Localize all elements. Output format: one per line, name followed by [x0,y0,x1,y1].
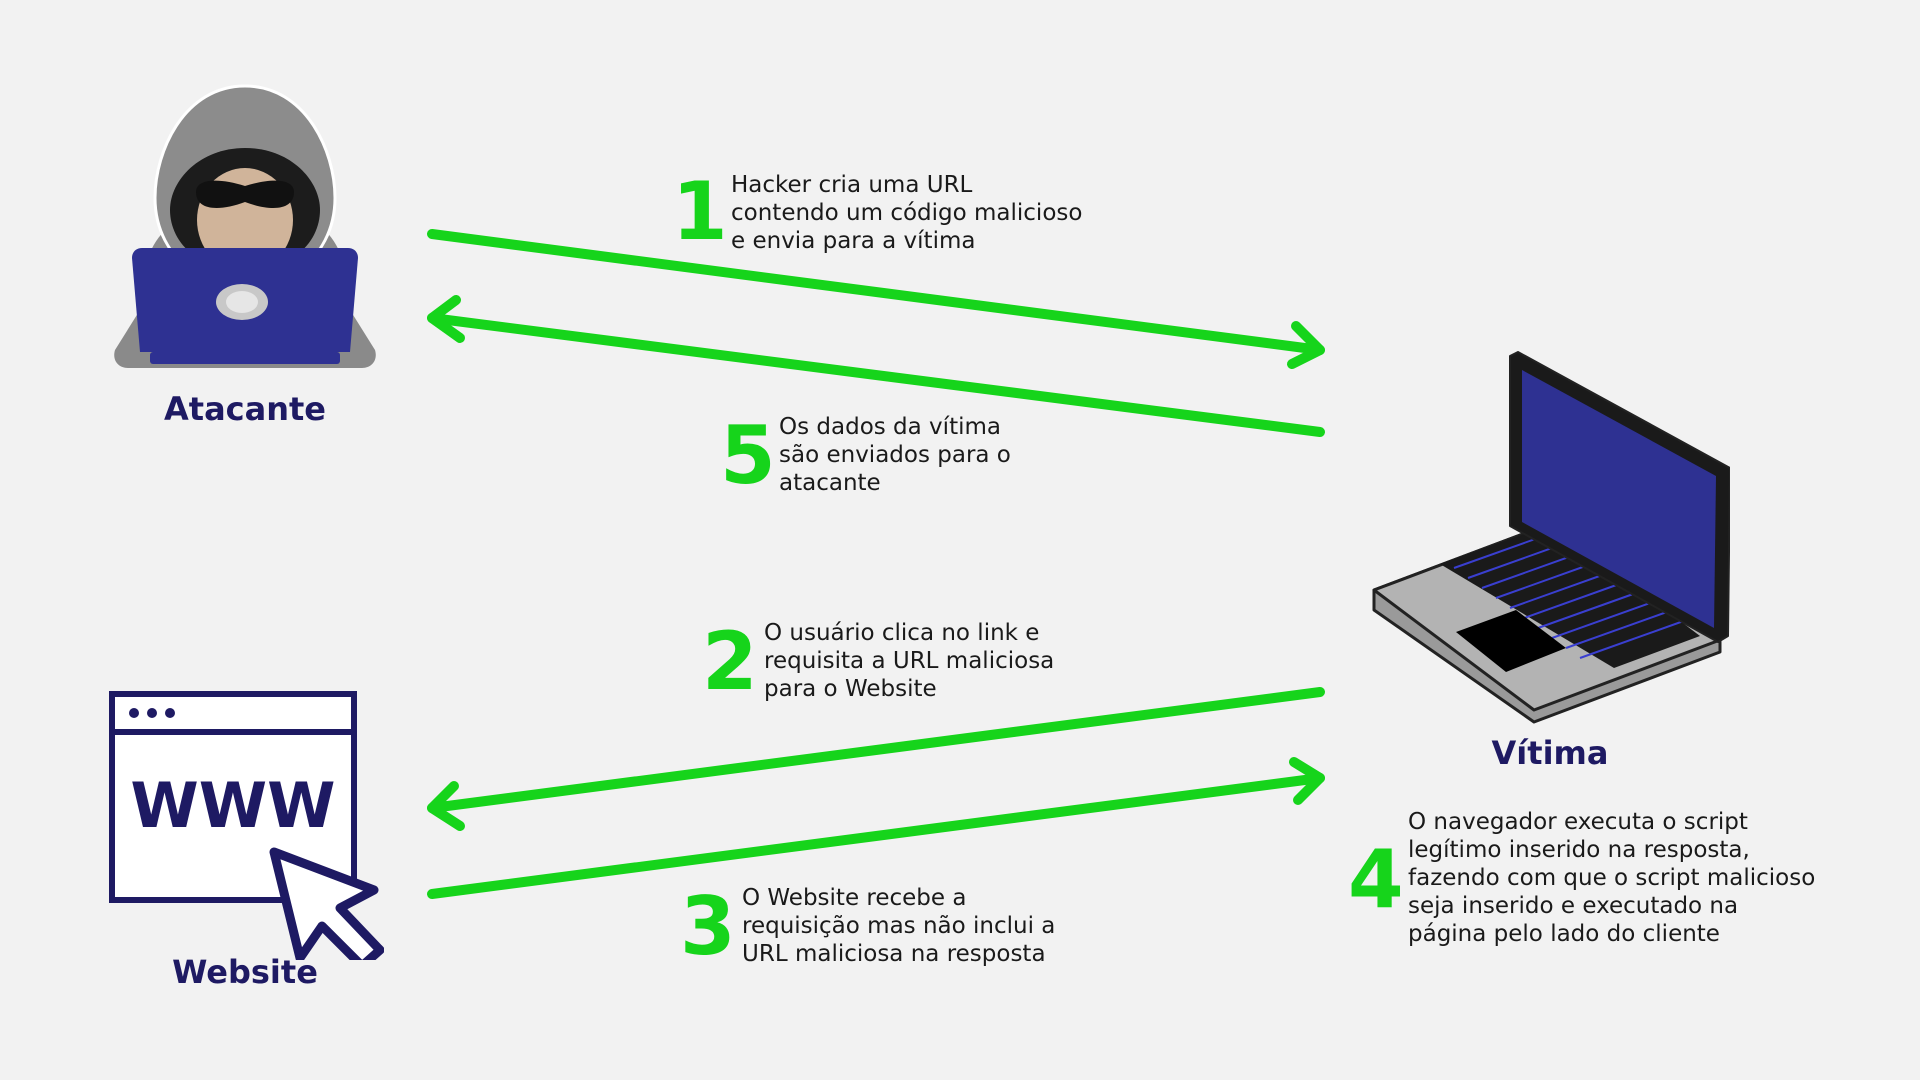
www-browser-window-icon: WWW [109,691,384,960]
step4-number: 4 [1348,833,1404,926]
step5-number: 5 [720,409,776,502]
www-text: WWW [130,769,335,842]
attacker-label: Atacante [164,390,326,428]
victim-label: Vítima [1491,734,1609,772]
hooded-hacker-icon [114,84,376,368]
website-label: Website [172,953,318,991]
step2-text: O usuário clica no link e requisita a UR… [764,620,1055,702]
arrow-step1-attacker-to-victim [427,229,1325,369]
step3-text: O Website recebe a requisição mas não in… [742,885,1056,967]
arrow-step2-victim-to-website [427,687,1325,831]
step1-text: Hacker cria uma URL contendo um código m… [731,172,1083,254]
step1-number: 1 [672,165,728,258]
step5-text: Os dados da vítima são enviados para o a… [779,414,1011,496]
step2-number: 2 [702,615,758,708]
step4-text: O navegador executa o script legítimo in… [1408,809,1816,947]
arrow-step5-victim-to-attacker [427,295,1325,437]
step3-number: 3 [680,880,736,973]
laptop-icon [1372,351,1730,724]
arrow-step3-website-to-victim [427,757,1325,899]
